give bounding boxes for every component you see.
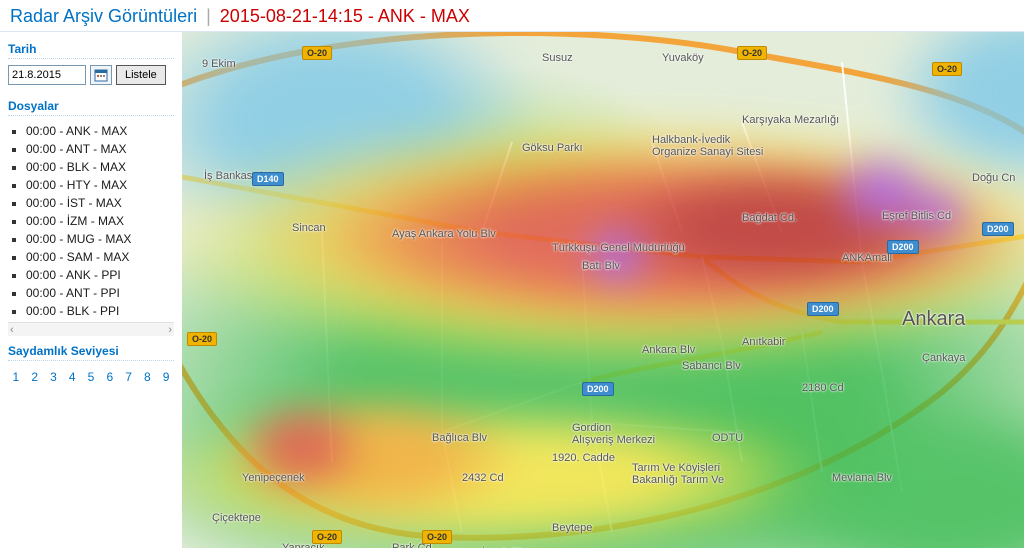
file-list-item[interactable]: 00:00 - ANT - MAX — [26, 140, 174, 158]
file-list-item-label: 00:00 - ANK - PPI — [26, 268, 121, 282]
file-list-item[interactable]: 00:00 - BLK - PPI — [26, 302, 174, 320]
map-label: Bağdat Cd. — [742, 212, 797, 224]
date-input[interactable] — [8, 65, 86, 85]
file-list-item-label: 00:00 - ANK - MAX — [26, 124, 127, 138]
road-shield: O-20 — [312, 530, 342, 544]
map-label: Sincan — [292, 222, 326, 234]
horizontal-scrollbar[interactable]: ‹ › — [8, 322, 174, 336]
map-label: Ayaş Ankara Yolu Blv — [392, 228, 496, 240]
map-label: Karşıyaka Mezarlığı — [742, 114, 839, 126]
map-label: 9 Ekim — [202, 58, 236, 70]
map-label: Susuz — [542, 52, 573, 64]
map-label: Çankaya — [922, 352, 965, 364]
file-list-item[interactable]: 00:00 - İZM - MAX — [26, 212, 174, 230]
map-label: İncek Blv — [482, 547, 527, 548]
road-shield: O-20 — [737, 46, 767, 60]
opacity-level[interactable]: 8 — [139, 367, 155, 385]
map-label: Beytepe — [552, 522, 592, 534]
file-list-item-label: 00:00 - İZM - MAX — [26, 214, 124, 228]
map-label: Göksu Parkı — [522, 142, 583, 154]
files-section-heading: Dosyalar — [8, 95, 174, 116]
opacity-levels: 123456789 — [8, 367, 174, 385]
map-label: Türkkuşu Genel Müdürlüğü — [552, 242, 685, 254]
map-label: Doğu Cn — [972, 172, 1015, 184]
road-shield: D200 — [807, 302, 839, 316]
chevron-left-icon: ‹ — [10, 324, 14, 336]
road-shield: O-20 — [302, 46, 332, 60]
opacity-level[interactable]: 2 — [27, 367, 43, 385]
map-label: ANKAmall — [842, 252, 892, 264]
radar-map[interactable]: Susuz Yuvaköy 9 Ekim Karşıyaka Mezarlığı Gök… — [182, 32, 1024, 548]
list-button[interactable]: Listele — [116, 65, 166, 85]
map-label: Bağlıca Blv — [432, 432, 487, 444]
opacity-level[interactable]: 9 — [158, 367, 174, 385]
file-list-item[interactable]: 00:00 - ANT - PPI — [26, 284, 174, 302]
file-list-item[interactable]: 00:00 - BLK - MAX — [26, 158, 174, 176]
title-separator: | — [206, 6, 211, 26]
poi-labels: Susuz Yuvaköy 9 Ekim Karşıyaka Mezarlığı Gök… — [182, 32, 1024, 548]
date-section-heading: Tarih — [8, 38, 174, 59]
chevron-right-icon: › — [168, 324, 172, 336]
page-subtitle: 2015-08-21-14:15 - ANK - MAX — [220, 6, 470, 26]
file-list-item[interactable]: 00:00 - ANK - PPI — [26, 266, 174, 284]
opacity-level[interactable]: 5 — [83, 367, 99, 385]
page-title: Radar Arşiv Görüntüleri — [10, 6, 197, 26]
road-shield: D200 — [582, 382, 614, 396]
sidebar: Tarih Listele Dosyalar 00:00 - ANK - MAX… — [0, 32, 182, 548]
file-list[interactable]: 00:00 - ANK - MAX 00:00 - ANT - MAX 00:00 … — [8, 122, 174, 322]
map-label: 1920. Cadde — [552, 452, 615, 464]
map-label: Halkbank-İvedik Organize Sanayi Sitesi — [652, 134, 763, 158]
map-label: Eşref Bitlis Cd — [882, 210, 951, 222]
map-label: Çiçektepe — [212, 512, 261, 524]
road-shield: D200 — [887, 240, 919, 254]
opacity-level[interactable]: 7 — [121, 367, 137, 385]
map-label: Tarım Ve Köyişleri Bakanlığı Tarım Ve — [632, 462, 724, 486]
opacity-section-heading: Saydamlık Seviyesi — [8, 340, 174, 361]
opacity-level[interactable]: 6 — [102, 367, 118, 385]
file-list-item-label: 00:00 - ANT - MAX — [26, 142, 126, 156]
road-shield: O-20 — [422, 530, 452, 544]
map-label: Gordion Alışveriş Merkezi — [572, 422, 655, 446]
file-list-item[interactable]: 00:00 - ANK - MAX — [26, 122, 174, 140]
file-list-item-label: 00:00 - HTY - MAX — [26, 178, 127, 192]
file-list-item-label: 00:00 - ANT - PPI — [26, 286, 120, 300]
file-list-item[interactable]: 00:00 - HTY - MAX — [26, 176, 174, 194]
map-label: ODTÜ — [712, 432, 743, 444]
map-label: Mevlana Blv — [832, 472, 892, 484]
map-label: 2432 Cd — [462, 472, 504, 484]
city-label: Ankara — [902, 308, 965, 331]
file-list-item[interactable]: 00:00 - SAM - MAX — [26, 248, 174, 266]
file-list-item[interactable]: 00:00 - İST - MAX — [26, 194, 174, 212]
map-label: Ankara Blv — [642, 344, 695, 356]
file-list-item-label: 00:00 - BLK - PPI — [26, 304, 119, 318]
map-label: Anıtkabir — [742, 336, 785, 348]
file-list-item-label: 00:00 - İST - MAX — [26, 196, 122, 210]
file-list-item-label: 00:00 - SAM - MAX — [26, 250, 129, 264]
map-label: Yenipeçenek — [242, 472, 305, 484]
page-header: Radar Arşiv Görüntüleri | 2015-08-21-14:… — [0, 0, 1024, 32]
map-label: Yuvaköy — [662, 52, 704, 64]
file-list-item[interactable]: 00:00 - MUG - MAX — [26, 230, 174, 248]
opacity-level[interactable]: 3 — [46, 367, 62, 385]
calendar-button[interactable] — [90, 65, 112, 85]
opacity-level[interactable]: 1 — [8, 367, 24, 385]
map-label: 2180 Cd — [802, 382, 844, 394]
opacity-level[interactable]: 4 — [64, 367, 80, 385]
road-shield: O-20 — [932, 62, 962, 76]
file-list-item-label: 00:00 - BLK - MAX — [26, 160, 126, 174]
road-shield: O-20 — [187, 332, 217, 346]
road-shield: D140 — [252, 172, 284, 186]
file-list-item-label: 00:00 - MUG - MAX — [26, 232, 131, 246]
road-shield: D200 — [982, 222, 1014, 236]
map-label: Batı Blv — [582, 260, 620, 272]
calendar-icon — [94, 68, 108, 82]
map-label: Sabancı Blv — [682, 360, 741, 372]
